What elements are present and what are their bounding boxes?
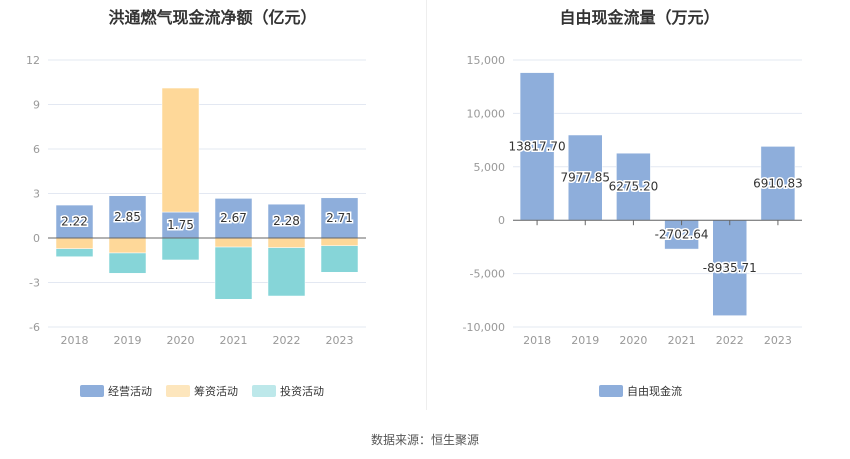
- bar-0-s1: [161, 87, 200, 213]
- y-tick-label: -3: [29, 277, 40, 290]
- x-tick-label: 2018: [61, 334, 89, 347]
- bar-0-s1: [108, 237, 147, 254]
- bar-0-s1: [55, 237, 94, 249]
- bar-0-s2: [267, 247, 306, 297]
- data-label: 6910.83: [753, 176, 803, 190]
- data-label: 2.28: [273, 214, 300, 228]
- x-tick-label: 2021: [668, 334, 696, 347]
- bar-0-s1: [267, 237, 306, 248]
- legend-item-fcf[interactable]: 自由现金流: [599, 383, 682, 399]
- legend-item-investing[interactable]: 投资活动: [252, 383, 324, 399]
- legend-swatch: [80, 385, 104, 397]
- legend-label: 自由现金流: [627, 385, 682, 398]
- right-legend: 自由现金流: [599, 383, 682, 399]
- legend-item-operating[interactable]: 经营活动: [80, 383, 152, 399]
- y-tick-label: 6: [33, 143, 40, 156]
- data-source: 数据来源：恒生聚源: [370, 433, 479, 447]
- bar-1-s0: [760, 146, 796, 221]
- legend-label: 筹资活动: [194, 385, 238, 398]
- y-tick-label: 12: [26, 54, 40, 67]
- y-tick-label: -5,000: [470, 268, 505, 281]
- bar-1-s0: [519, 72, 555, 221]
- y-tick-label: 9: [33, 99, 40, 112]
- bar-0-s2: [55, 248, 94, 257]
- bar-0-s0: [214, 198, 253, 239]
- legend-swatch: [599, 385, 623, 397]
- right-chart-title: 自由现金流量（万元）: [559, 8, 720, 27]
- x-tick-label: 2020: [167, 334, 195, 347]
- data-label: 6275.20: [609, 180, 659, 194]
- bar-0-s2: [108, 252, 147, 274]
- x-tick-label: 2020: [619, 334, 647, 347]
- x-tick-label: 2023: [326, 334, 354, 347]
- bar-0-s0: [108, 195, 147, 239]
- data-label: 7977.85: [560, 171, 610, 185]
- bar-0-s0: [161, 211, 200, 239]
- legend-swatch: [166, 385, 190, 397]
- bar-0-s2: [214, 246, 253, 300]
- bar-0-s2: [320, 245, 359, 273]
- data-label: 2.85: [114, 210, 141, 224]
- y-tick-label: 5,000: [474, 161, 506, 174]
- divider: [426, 0, 427, 410]
- x-tick-label: 2019: [114, 334, 142, 347]
- y-tick-label: 10,000: [467, 107, 506, 120]
- y-tick-label: 3: [33, 188, 40, 201]
- data-label: 2.22: [61, 215, 88, 229]
- legend-item-financing[interactable]: 筹资活动: [166, 383, 238, 399]
- data-label: 13817.70: [508, 139, 565, 153]
- bar-1-s0: [712, 219, 747, 316]
- legend-label: 经营活动: [108, 385, 152, 398]
- x-tick-label: 2022: [716, 334, 744, 347]
- y-tick-label: 0: [33, 232, 40, 245]
- x-tick-label: 2021: [220, 334, 248, 347]
- bar-0-s0: [320, 197, 359, 239]
- left-legend: 经营活动 筹资活动 投资活动: [80, 383, 324, 399]
- y-tick-label: 15,000: [467, 54, 506, 67]
- data-label: 2.67: [220, 211, 247, 225]
- x-tick-label: 2023: [764, 334, 792, 347]
- x-tick-label: 2018: [523, 334, 551, 347]
- bar-0-s1: [214, 237, 253, 248]
- bar-0-s2: [161, 237, 200, 261]
- x-tick-label: 2019: [571, 334, 599, 347]
- bar-0-s1: [320, 237, 359, 246]
- bar-0-s0: [267, 203, 306, 239]
- y-tick-label: 0: [498, 214, 505, 227]
- left-chart-title: 洪通燃气现金流净额（亿元）: [108, 8, 317, 27]
- legend-swatch: [252, 385, 276, 397]
- legend-label: 投资活动: [280, 385, 324, 398]
- data-label: 1.75: [167, 218, 194, 232]
- y-tick-label: -6: [29, 321, 40, 334]
- y-tick-label: -10,000: [463, 321, 505, 334]
- x-tick-label: 2022: [273, 334, 301, 347]
- data-label: 2.71: [326, 211, 353, 225]
- data-label: -8935.71: [703, 261, 757, 275]
- data-label: -2702.64: [655, 228, 709, 242]
